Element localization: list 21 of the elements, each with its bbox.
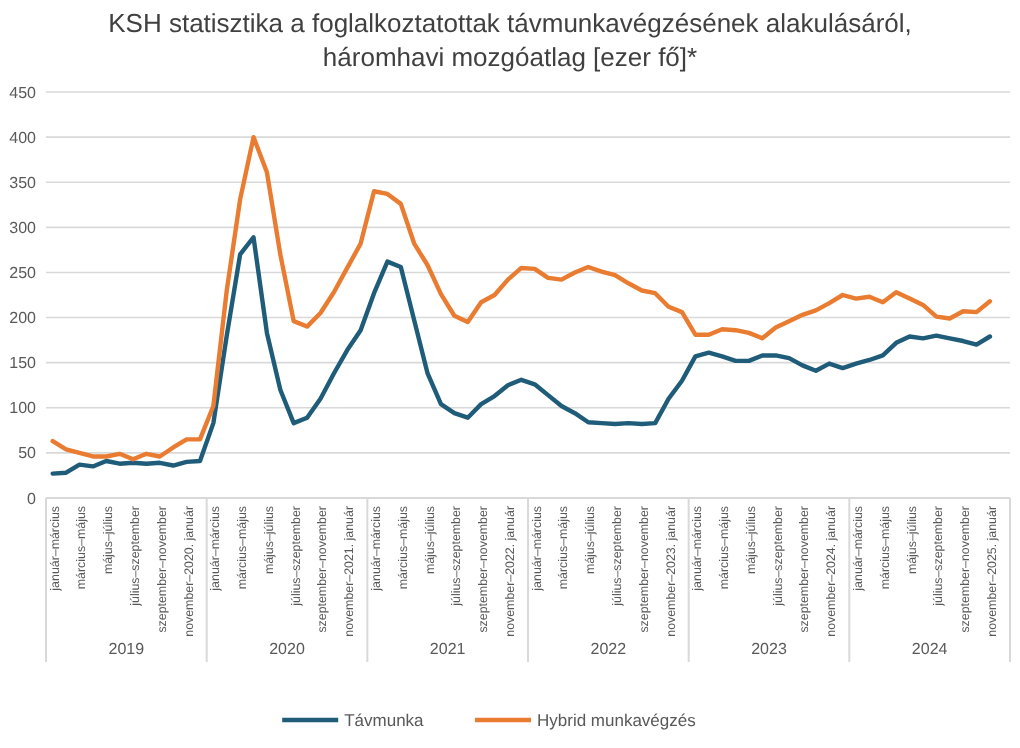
line-series	[50, 235, 993, 476]
text: 2020	[269, 640, 306, 658]
text: 2022	[590, 640, 628, 658]
y-tick-label: 0	[27, 489, 38, 508]
text: 2021	[429, 640, 467, 658]
y-tick-label: 100	[9, 399, 38, 418]
y-tick-label: 300	[9, 218, 38, 237]
y-tick-label: 450	[9, 83, 38, 102]
legend-label: Hybrid munkavégzés	[537, 709, 696, 730]
text: 2019	[108, 640, 146, 658]
chart-title: KSH statisztika a foglalkoztatottak távmunkavégzésének alakulásáról, háromhavi mozgóatlag [ezer fő]*	[108, 8, 912, 72]
y-tick-label: 50	[18, 444, 38, 463]
text: 2024	[911, 640, 949, 658]
y-tick-label: 250	[9, 264, 38, 283]
text: 2023	[751, 640, 788, 658]
y-tick-label: 150	[9, 354, 38, 373]
y-tick-label: 200	[9, 309, 38, 328]
legend-label: Távmunka	[344, 709, 425, 730]
line-series	[50, 134, 993, 462]
y-tick-label: 350	[9, 173, 38, 192]
y-tick-label: 400	[9, 128, 38, 147]
